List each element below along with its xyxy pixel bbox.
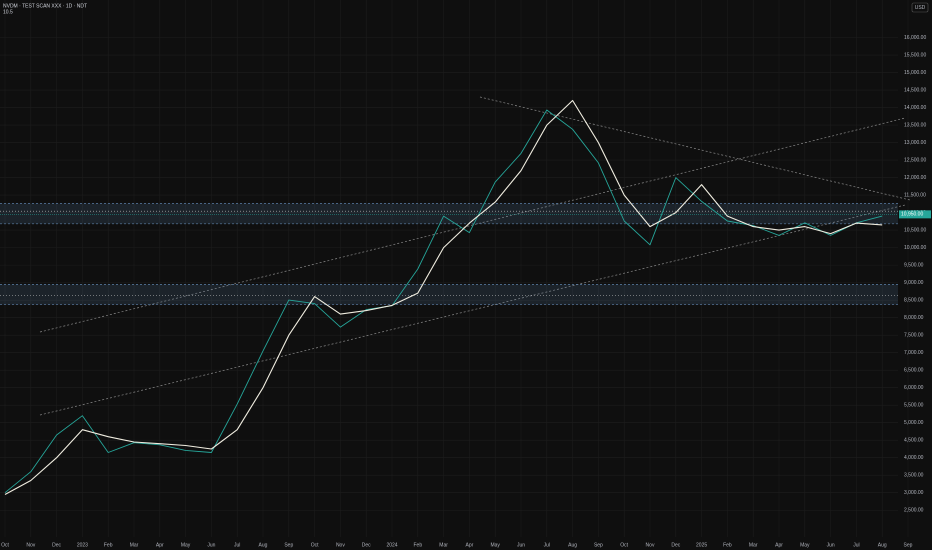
zone — [0, 284, 898, 305]
x-tick-label: Dec — [52, 542, 61, 548]
last-price-label: 10,950.00 — [901, 212, 923, 218]
x-tick-label: Sep — [594, 542, 603, 548]
y-tick-label: 3,000.00 — [904, 490, 924, 496]
x-tick-label: Aug — [568, 542, 577, 548]
last-price-tag — [899, 210, 931, 219]
x-tick-label: Dec — [362, 542, 371, 548]
y-tick-label: 5,000.00 — [904, 420, 924, 426]
x-tick-label: Jul — [234, 542, 240, 548]
x-tick-label: Jul — [853, 542, 859, 548]
x-tick-label: Sep — [904, 542, 913, 548]
x-tick-label: Feb — [723, 542, 732, 548]
x-tick-label: Feb — [104, 542, 113, 548]
x-tick-label: Aug — [878, 542, 887, 548]
y-tick-label: 5,500.00 — [904, 403, 924, 409]
y-tick-label: 2,500.00 — [904, 508, 924, 514]
x-tick-label: Nov — [336, 542, 345, 548]
y-tick-label: 11,500.00 — [904, 192, 926, 198]
x-tick-label: Nov — [646, 542, 655, 548]
x-tick-label: Dec — [671, 542, 680, 548]
x-tick-label: Jul — [544, 542, 550, 548]
y-tick-label: 15,500.00 — [904, 52, 926, 58]
x-tick-label: Aug — [259, 542, 268, 548]
y-tick-label: 8,500.00 — [904, 297, 924, 303]
y-tick-label: 8,000.00 — [904, 315, 924, 321]
y-tick-label: 3,500.00 — [904, 473, 924, 479]
x-tick-label: Jun — [517, 542, 525, 548]
y-tick-label: 9,500.00 — [904, 262, 924, 268]
y-tick-label: 12,000.00 — [904, 175, 926, 181]
currency[interactable]: USD — [915, 5, 926, 11]
y-tick-label: 10,000.00 — [904, 245, 926, 251]
y-tick-label: 13,500.00 — [904, 122, 926, 128]
y-tick-label: 13,000.00 — [904, 140, 926, 146]
x-tick-label: Oct — [311, 542, 319, 548]
x-tick-label: Apr — [156, 542, 164, 548]
x-tick-label: Apr — [466, 542, 474, 548]
y-tick-label: 10,500.00 — [904, 227, 926, 233]
chart-subtitle: 10.5 — [3, 9, 13, 15]
y-tick-label: 15,000.00 — [904, 70, 926, 76]
x-tick-label: May — [800, 542, 810, 548]
x-tick-label: Oct — [620, 542, 628, 548]
y-tick-label: 6,500.00 — [904, 368, 924, 374]
x-tick-label: 2024 — [386, 542, 397, 548]
x-tick-label: Feb — [413, 542, 422, 548]
y-tick-label: 4,000.00 — [904, 455, 924, 461]
y-tick-label: 4,500.00 — [904, 438, 924, 444]
y-tick-label: 12,500.00 — [904, 157, 926, 163]
x-tick-label: Sep — [284, 542, 293, 548]
x-tick-label: 2023 — [77, 542, 88, 548]
x-tick-label: 2025 — [696, 542, 707, 548]
price-line — [4, 99, 883, 495]
x-tick-label: Oct — [1, 542, 9, 548]
y-tick-label: 9,000.00 — [904, 280, 924, 286]
price-line — [4, 109, 883, 494]
grid — [0, 0, 909, 537]
x-tick-label: Mar — [130, 542, 139, 548]
x-tick-label: Jun — [207, 542, 215, 548]
channel-lower — [39, 204, 906, 416]
zone — [0, 203, 898, 224]
y-tick-label: 14,000.00 — [904, 105, 926, 111]
x-tick-label: Apr — [775, 542, 783, 548]
x-tick-label: Mar — [749, 542, 758, 548]
currency-box[interactable] — [911, 2, 929, 13]
y-tick-label: 7,000.00 — [904, 350, 924, 356]
channel-upper — [39, 117, 906, 333]
x-tick-label: May — [490, 542, 500, 548]
y-tick-label: 7,500.00 — [904, 332, 924, 338]
y-tick-label: 16,000.00 — [904, 35, 926, 41]
y-tick-label: 14,500.00 — [904, 87, 926, 93]
chart-title: NVDM · TEST SCAN XXX · 1D · NDT — [3, 3, 87, 9]
y-tick-label: 6,000.00 — [904, 385, 924, 391]
x-tick-label: Nov — [26, 542, 35, 548]
x-tick-label: Jun — [827, 542, 835, 548]
x-tick-label: Mar — [439, 542, 448, 548]
x-tick-label: May — [181, 542, 191, 548]
